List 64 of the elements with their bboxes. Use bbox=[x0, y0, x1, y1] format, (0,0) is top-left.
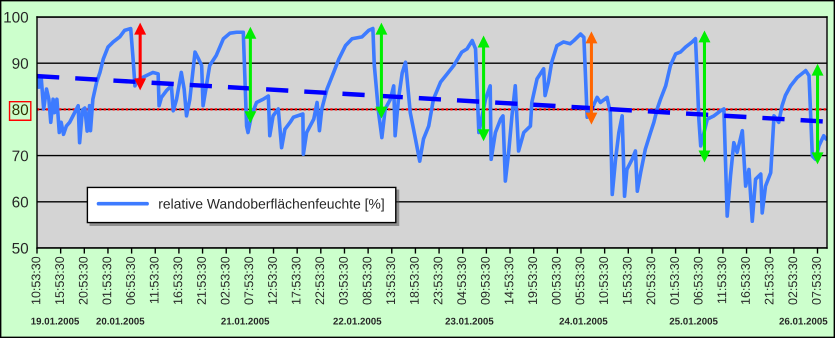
x2-tick-label: 24.01.2005 bbox=[559, 318, 608, 325]
x-tick-label: 05:53:30 bbox=[575, 256, 584, 304]
x-tick-label: 07:53:30 bbox=[244, 256, 254, 304]
y-tick-label: 100 bbox=[4, 12, 28, 23]
x-tick-label: 14:53:30 bbox=[504, 256, 514, 304]
x2-tick-label: 23.01.2005 bbox=[445, 318, 494, 325]
x-tick-label: 20:53:30 bbox=[78, 256, 88, 304]
legend-label: relative Wandoberflächenfeuchte [%] bbox=[159, 198, 384, 212]
x-tick-label: 02:53:30 bbox=[220, 256, 230, 304]
x-tick-label: 23:53:30 bbox=[434, 256, 442, 304]
x2-tick-label: 22.01.2005 bbox=[333, 318, 382, 325]
point bbox=[586, 112, 597, 124]
x-tick-label: 06:53:30 bbox=[126, 256, 135, 304]
point bbox=[478, 36, 490, 48]
point bbox=[586, 32, 597, 44]
y-tick-label: 70 bbox=[12, 150, 28, 162]
x-tick-label: 10:53:30 bbox=[32, 256, 40, 304]
point bbox=[812, 152, 824, 164]
x-tick-label: 17:53:30 bbox=[292, 256, 301, 304]
x2-tick-label: 20.01.2005 bbox=[96, 318, 144, 325]
point bbox=[244, 28, 256, 39]
line-series bbox=[37, 26, 827, 224]
x-tick-label: 21:53:30 bbox=[764, 256, 774, 304]
x-tick-label: 21:53:30 bbox=[197, 256, 206, 304]
x-tick-label: 16:53:30 bbox=[173, 256, 182, 304]
x-tick-label: 04:53:30 bbox=[457, 256, 466, 304]
x-tick-label: 06:53:30 bbox=[694, 256, 703, 304]
x-tick-label: 15:53:30 bbox=[55, 256, 64, 304]
x-tick-label: 00:53:30 bbox=[552, 256, 561, 304]
y-tick-label: 80 bbox=[12, 104, 28, 116]
x2-tick-label: 19.01.2005 bbox=[31, 318, 80, 325]
point bbox=[134, 78, 146, 90]
point bbox=[698, 31, 710, 42]
y-tick-label: 50 bbox=[12, 242, 28, 254]
y-tick-label: 60 bbox=[12, 196, 28, 208]
x2-tick-label: 26.01.2005 bbox=[779, 318, 828, 325]
point bbox=[376, 106, 387, 118]
x-tick-label: 01:53:30 bbox=[670, 256, 679, 304]
x-tick-label: 19:53:30 bbox=[528, 256, 538, 304]
x-tick-label: 15:53:30 bbox=[622, 256, 632, 304]
point bbox=[376, 23, 387, 35]
point bbox=[698, 150, 710, 162]
x-tick-label: 10:53:30 bbox=[599, 256, 608, 304]
point bbox=[134, 23, 146, 35]
x-tick-label: 12:53:30 bbox=[268, 256, 277, 304]
x-tick-label: 18:53:30 bbox=[410, 256, 419, 304]
x-tick-label: 01:53:30 bbox=[102, 256, 112, 304]
x2-tick-label: 25.01.2005 bbox=[670, 318, 718, 325]
x-tick-label: 03:53:30 bbox=[338, 256, 348, 304]
x-tick-label: 07:53:30 bbox=[812, 256, 821, 304]
x-tick-label: 22:53:30 bbox=[315, 256, 324, 304]
x2-tick-label: 21.01.2005 bbox=[221, 318, 270, 325]
point bbox=[478, 129, 490, 140]
x-tick-label: 16:53:30 bbox=[741, 256, 750, 304]
x-tick-label: 11:53:30 bbox=[717, 256, 726, 304]
x-tick-label: 02:53:30 bbox=[788, 256, 798, 304]
x-tick-label: 20:53:30 bbox=[646, 256, 656, 304]
point bbox=[244, 111, 256, 122]
x-tick-label: 13:53:30 bbox=[386, 256, 396, 304]
x-tick-label: 11:53:30 bbox=[150, 256, 159, 304]
x-tick-label: 08:53:30 bbox=[362, 256, 372, 304]
x-tick-label: 09:53:30 bbox=[480, 256, 490, 304]
point bbox=[812, 64, 824, 76]
y-tick-label: 90 bbox=[12, 58, 28, 69]
